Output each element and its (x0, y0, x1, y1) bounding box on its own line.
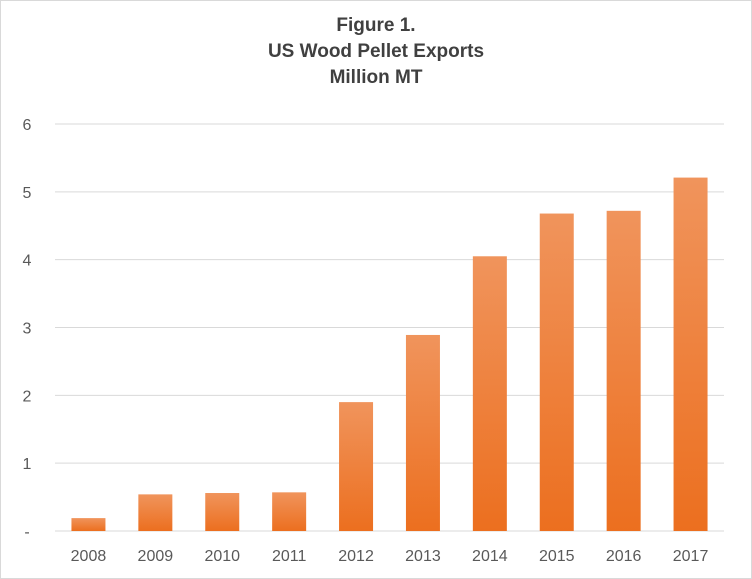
y-tick-label: 6 (23, 117, 32, 134)
x-tick-label: 2012 (338, 548, 374, 565)
y-axis-ticks: - 1 2 3 4 5 6 (23, 117, 32, 541)
x-axis-ticks: 2008 2009 2010 2011 2012 2013 2014 2015 2016 2017 (71, 548, 709, 565)
bar-2013 (405, 334, 440, 531)
x-tick-label: 2016 (606, 548, 642, 565)
bar-2015 (539, 213, 574, 532)
bar-2012 (339, 402, 374, 531)
x-tick-label: 2008 (71, 548, 107, 565)
bar-2010 (205, 493, 240, 531)
y-tick-label: 5 (23, 185, 32, 202)
y-tick-label: 2 (23, 388, 32, 405)
bar-2009 (138, 494, 173, 531)
chart-title-line-2: US Wood Pellet Exports (267, 41, 485, 62)
bar-2017 (673, 177, 708, 532)
bar-2011 (272, 492, 307, 531)
bar-2016 (606, 210, 641, 531)
y-tick-label: - (24, 524, 29, 541)
chart-title-line-1: Figure 1. (336, 15, 416, 36)
chart-title: Figure 1. US Wood Pellet Exports Million… (1, 13, 751, 91)
chart-title-line-3: Million MT (329, 67, 423, 88)
bar-2008 (71, 518, 106, 531)
x-tick-label: 2015 (539, 548, 575, 565)
bar-2014 (472, 256, 507, 531)
y-tick-label: 1 (23, 456, 32, 473)
x-tick-label: 2013 (405, 548, 441, 565)
x-tick-label: 2009 (138, 548, 174, 565)
x-tick-label: 2014 (472, 548, 508, 565)
x-tick-label: 2011 (272, 548, 307, 565)
bars (71, 177, 708, 532)
y-tick-label: 4 (23, 253, 32, 270)
y-tick-label: 3 (23, 321, 32, 338)
x-tick-label: 2017 (673, 548, 709, 565)
x-tick-label: 2010 (204, 548, 240, 565)
